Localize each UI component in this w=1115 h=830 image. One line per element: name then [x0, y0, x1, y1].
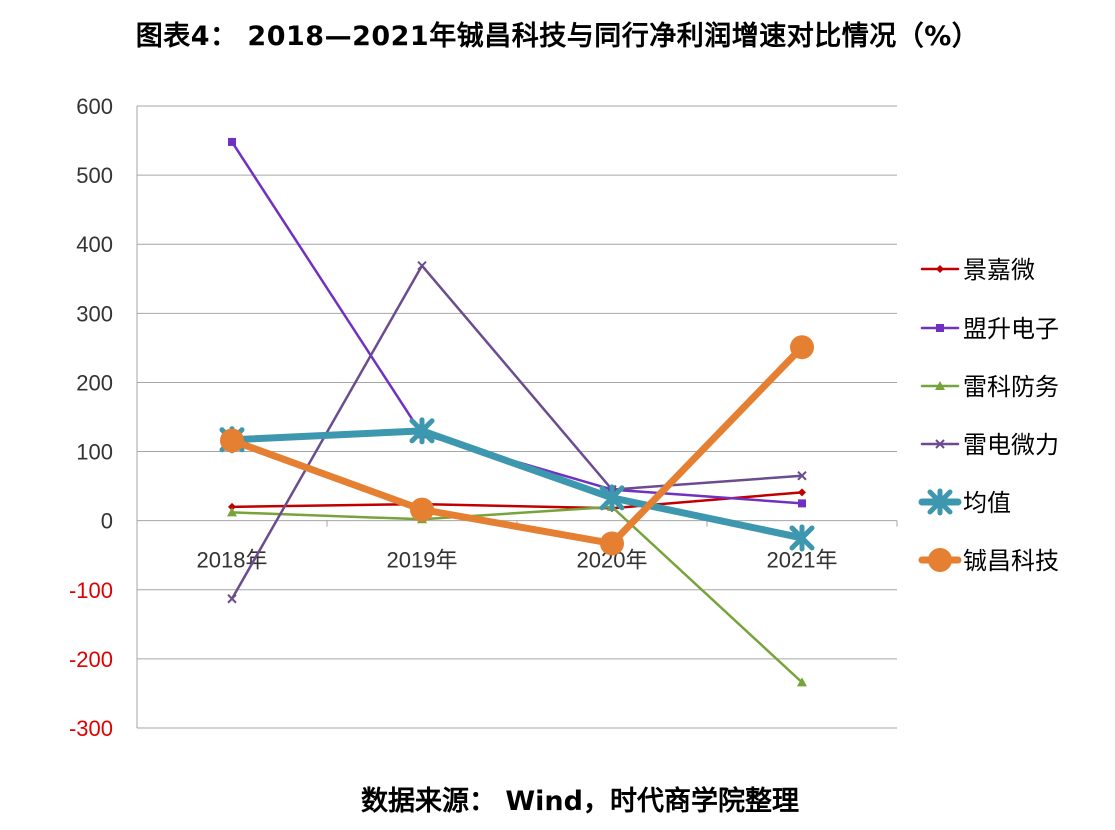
y-tick-label: 400	[76, 232, 113, 257]
data-point	[797, 677, 807, 687]
data-point	[220, 428, 244, 453]
legend-marker	[928, 548, 952, 572]
legend-label: 雷科防务	[963, 373, 1059, 401]
legend-marker	[936, 265, 944, 273]
y-tick-label: 600	[76, 94, 113, 119]
series-5	[220, 335, 814, 556]
y-tick-label: 200	[76, 370, 113, 395]
series-line	[228, 343, 806, 547]
data-point	[797, 471, 807, 481]
data-point	[798, 499, 806, 508]
legend-marker	[935, 439, 945, 449]
data-point	[798, 488, 806, 497]
y-tick-label: 500	[76, 163, 113, 188]
y-tick-label: 300	[76, 301, 113, 326]
x-tick-label: 2018年	[197, 548, 268, 573]
data-point	[599, 484, 625, 512]
legend-label: 景嘉微	[963, 256, 1035, 284]
gridlines	[137, 105, 897, 729]
series-4	[219, 417, 815, 552]
data-point	[789, 524, 815, 552]
y-tick-label: 0	[101, 509, 113, 534]
plot-area	[219, 137, 815, 687]
legend-item: 雷科防务	[920, 373, 1059, 401]
y-tick-label: -300	[69, 716, 113, 741]
legend-marker	[927, 488, 953, 516]
data-point	[417, 260, 427, 271]
data-point	[600, 531, 624, 556]
y-tick-label: -200	[69, 647, 113, 672]
legend-item: 雷电微力	[920, 431, 1059, 459]
legend-label: 铖昌科技	[963, 547, 1059, 575]
data-point	[227, 507, 237, 517]
y-axis: 600 500 400 300 200 100 0 -100 -200 -300	[69, 94, 138, 741]
legend-label: 均值	[963, 489, 1011, 517]
legend-item: 均值	[918, 488, 1011, 517]
y-tick-label: 100	[76, 440, 113, 465]
y-tick-label: -100	[69, 578, 113, 603]
legend-item: 铖昌科技	[918, 547, 1059, 575]
series-line	[228, 427, 806, 542]
data-point	[228, 502, 236, 511]
data-point	[409, 417, 435, 445]
data-point	[228, 137, 236, 146]
legend-item: 盟升电子	[920, 315, 1059, 343]
data-point	[227, 594, 237, 604]
data-point	[410, 497, 434, 522]
series-line	[230, 491, 804, 510]
legend-item: 景嘉微	[920, 256, 1035, 284]
legend-marker	[936, 324, 944, 332]
x-tick-label: 2019年	[387, 548, 458, 573]
data-source-note: 数据来源： Wind，时代商学院整理	[361, 786, 799, 817]
x-tick-label: 2021年	[767, 548, 838, 573]
legend-label: 雷电微力	[963, 431, 1059, 459]
series-line	[230, 505, 804, 684]
data-point	[790, 335, 814, 360]
series-0	[228, 488, 806, 513]
legend-marker	[935, 381, 945, 390]
chart-title: 图表4： 2018—2021年铖昌科技与同行净利润增速对比情况（%）	[135, 21, 980, 52]
legend-label: 盟升电子	[963, 315, 1059, 343]
